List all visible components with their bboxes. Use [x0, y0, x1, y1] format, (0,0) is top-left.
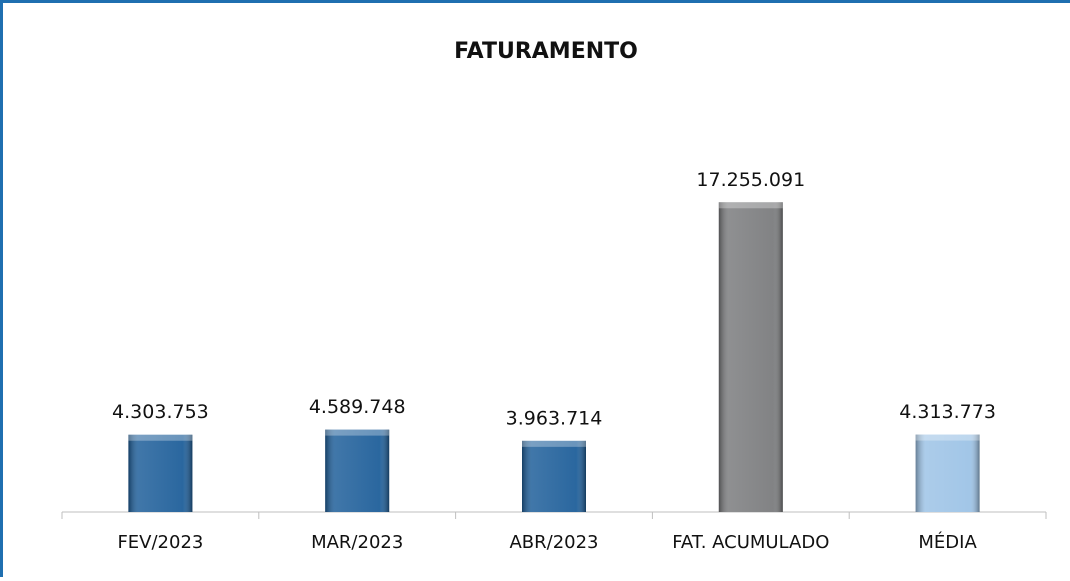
bar-bevel: [718, 202, 783, 209]
bar-shade: [718, 202, 783, 512]
bar-bevel: [915, 434, 980, 441]
value-label: 17.255.091: [696, 169, 805, 191]
chart-title: FATURAMENTO: [454, 39, 638, 64]
value-label: 4.589.748: [309, 396, 406, 418]
bar-bevel: [325, 429, 390, 436]
bar-shade: [915, 434, 980, 512]
value-label: 4.313.773: [899, 401, 996, 423]
x-tick-label: FAT. ACUMULADO: [672, 532, 829, 553]
plot: FEV/2023 4.303.753 MAR/2023 4.589.748 ABR/20…: [61, 169, 1047, 553]
x-tick-label: MÉDIA: [918, 531, 977, 553]
bar-shade: [522, 440, 586, 512]
bar-bevel: [522, 440, 586, 447]
value-label: 4.303.753: [112, 401, 209, 423]
value-label: 3.963.714: [506, 407, 603, 429]
x-tick-label: FEV/2023: [117, 532, 203, 553]
bar-shade: [325, 429, 390, 512]
bar-shade: [128, 434, 193, 512]
bar-bevel: [128, 434, 193, 441]
x-tick-label: ABR/2023: [509, 532, 598, 553]
x-tick-label: MAR/2023: [311, 532, 403, 553]
